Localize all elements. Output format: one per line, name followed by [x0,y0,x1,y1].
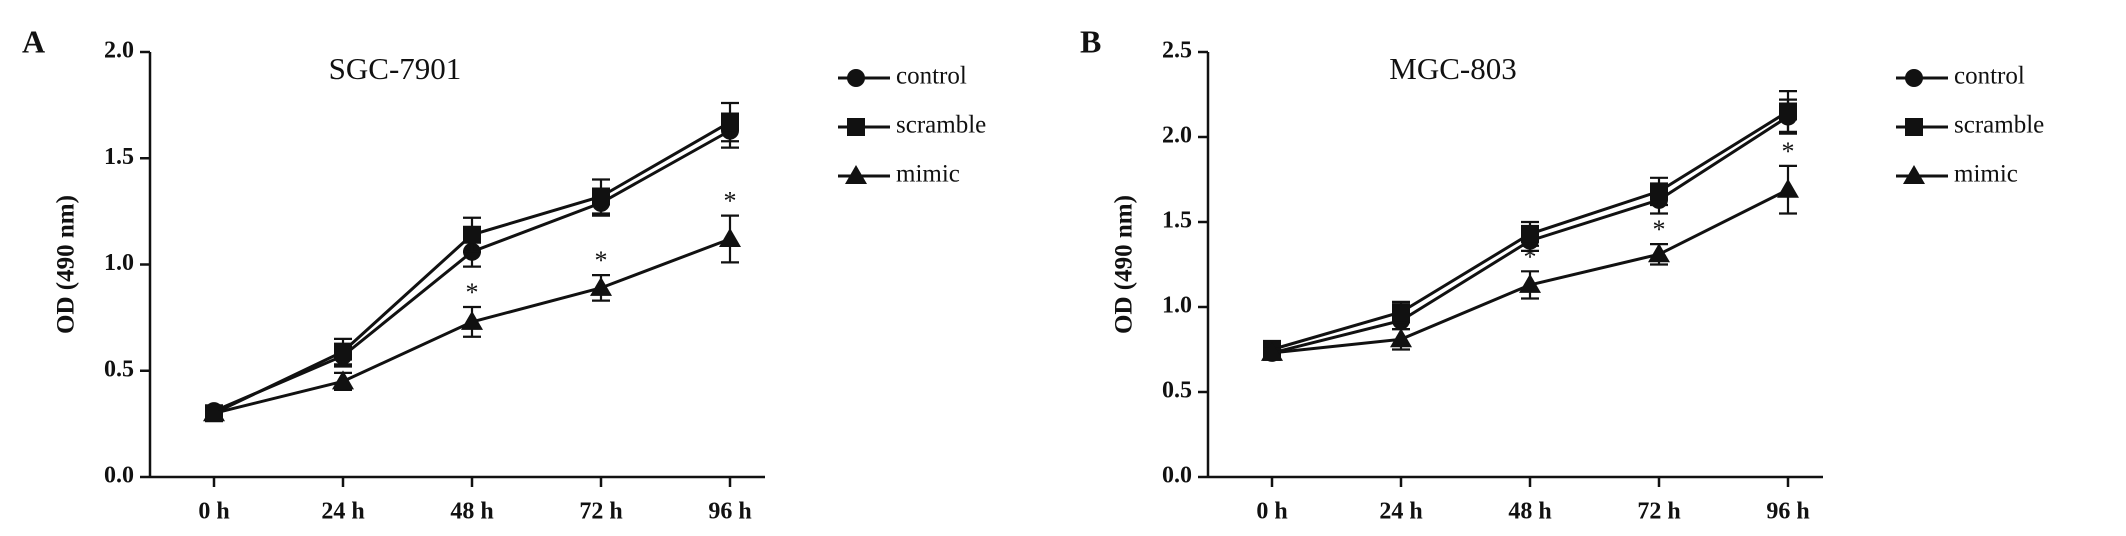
marker [1648,243,1670,263]
marker [1261,341,1283,361]
legend-label: scramble [896,112,986,139]
x-tick-label: 48 h [1508,499,1551,525]
panel-label: B [1080,23,1101,59]
marker [463,225,481,244]
marker [1519,273,1541,293]
y-tick-label: 0.0 [1162,463,1192,489]
legend-marker [1905,118,1923,136]
y-axis-label: OD (490 nm) [1111,195,1138,334]
panel-label: A [22,23,45,59]
x-tick-label: 96 h [708,499,751,525]
y-tick-label: 1.5 [1162,208,1192,234]
marker [592,187,610,206]
legend-label: scramble [1954,112,2044,139]
marker [719,228,741,247]
legend-label: control [896,63,967,90]
y-axis-label: OD (490 nm) [53,195,80,334]
chart-title: MGC-803 [1389,51,1516,86]
x-tick-label: 0 h [1256,499,1287,525]
y-tick-label: 1.5 [104,144,134,170]
y-tick-label: 1.0 [104,250,134,276]
legend-marker [845,165,867,184]
chart-title: SGC-7901 [329,51,462,86]
marker [334,342,352,361]
legend-label: mimic [1954,161,2018,188]
marker [1390,328,1412,348]
marker [1777,178,1799,198]
marker [1779,102,1797,121]
legend-label: control [1954,63,2025,90]
series-line [213,129,731,413]
x-tick-label: 96 h [1766,499,1809,525]
x-tick-label: 24 h [321,499,364,525]
significance-mark: * [724,187,737,216]
significance-mark: * [1782,137,1795,166]
legend-marker [1903,165,1925,184]
x-tick-label: 24 h [1379,499,1422,525]
marker [590,276,612,296]
significance-mark: * [466,278,479,307]
y-tick-label: 1.0 [1162,293,1192,319]
legend-label: mimic [896,161,960,188]
legend-marker [847,69,865,87]
significance-mark: * [1653,215,1666,244]
y-tick-label: 2.5 [1162,38,1192,64]
legend-marker [847,118,865,136]
y-tick-label: 2.0 [104,38,134,64]
marker [332,370,354,390]
y-tick-label: 0.5 [104,356,134,382]
marker [1650,182,1668,201]
x-tick-label: 72 h [579,499,622,525]
marker [203,402,225,422]
legend-marker [1905,69,1923,87]
x-tick-label: 48 h [450,499,493,525]
significance-mark: * [595,246,608,275]
x-tick-label: 72 h [1637,499,1680,525]
marker [721,113,739,132]
y-tick-label: 0.5 [1162,378,1192,404]
marker [1392,303,1410,322]
marker [461,310,483,330]
marker [1521,224,1539,243]
x-tick-label: 0 h [198,499,229,525]
significance-mark: * [1524,242,1537,271]
y-tick-label: 2.0 [1162,123,1192,149]
y-tick-label: 0.0 [104,463,134,489]
